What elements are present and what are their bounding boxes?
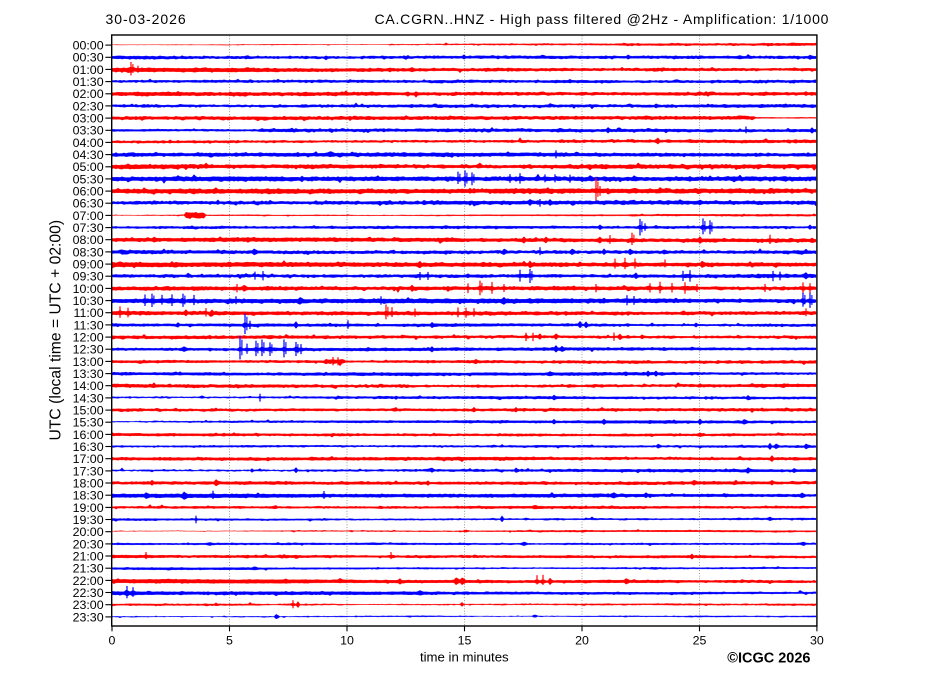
svg-text:CA.CGRN..HNZ - High pass filte: CA.CGRN..HNZ - High pass filtered @2Hz -… [375,11,830,27]
svg-text:12:30: 12:30 [73,343,104,357]
svg-text:23:00: 23:00 [73,598,104,612]
svg-text:10:00: 10:00 [73,282,104,296]
svg-text:20:30: 20:30 [73,537,104,551]
svg-text:11:30: 11:30 [74,318,104,332]
svg-text:04:00: 04:00 [73,136,104,150]
svg-text:13:00: 13:00 [73,355,104,369]
svg-text:30-03-2026: 30-03-2026 [106,11,187,27]
svg-text:00:30: 00:30 [73,51,104,65]
svg-text:22:00: 22:00 [73,574,104,588]
svg-text:time in minutes: time in minutes [420,649,509,664]
svg-text:25: 25 [693,634,707,648]
svg-text:18:00: 18:00 [73,476,104,490]
svg-text:02:30: 02:30 [73,99,104,113]
svg-text:04:30: 04:30 [73,148,104,162]
svg-text:16:00: 16:00 [73,428,104,442]
svg-text:07:00: 07:00 [73,209,104,223]
svg-text:5: 5 [226,634,233,648]
svg-text:21:00: 21:00 [73,549,104,563]
svg-text:17:00: 17:00 [73,452,104,466]
svg-text:11:00: 11:00 [74,306,104,320]
svg-text:21:30: 21:30 [73,562,104,576]
svg-text:06:30: 06:30 [73,197,104,211]
svg-text:09:30: 09:30 [73,270,104,284]
svg-text:05:30: 05:30 [73,172,104,186]
svg-text:08:00: 08:00 [73,233,104,247]
svg-text:14:30: 14:30 [73,391,104,405]
svg-text:19:30: 19:30 [73,513,104,527]
svg-text:07:30: 07:30 [73,221,104,235]
svg-text:23:30: 23:30 [73,610,104,624]
svg-text:15:30: 15:30 [73,416,104,430]
svg-text:08:30: 08:30 [73,245,104,259]
svg-text:05:00: 05:00 [73,160,104,174]
svg-text:01:30: 01:30 [73,75,104,89]
svg-text:UTC (local time = UTC + 02:00): UTC (local time = UTC + 02:00) [48,220,65,441]
svg-text:03:00: 03:00 [73,112,104,126]
svg-text:15: 15 [458,634,472,648]
svg-text:06:00: 06:00 [73,185,104,199]
svg-text:16:30: 16:30 [73,440,104,454]
svg-text:19:00: 19:00 [73,501,104,515]
svg-text:15:00: 15:00 [73,403,104,417]
svg-text:12:00: 12:00 [73,331,104,345]
svg-text:20:00: 20:00 [73,525,104,539]
svg-text:13:30: 13:30 [73,367,104,381]
svg-text:14:00: 14:00 [73,379,104,393]
svg-text:00:00: 00:00 [73,39,104,53]
svg-text:17:30: 17:30 [73,464,104,478]
svg-text:02:00: 02:00 [73,87,104,101]
svg-text:09:00: 09:00 [73,258,104,272]
svg-text:10:30: 10:30 [73,294,104,308]
svg-text:22:30: 22:30 [73,586,104,600]
svg-text:20: 20 [575,634,589,648]
svg-text:0: 0 [109,634,116,648]
svg-text:©ICGC 2026: ©ICGC 2026 [727,651,810,667]
svg-text:10: 10 [340,634,354,648]
svg-text:03:30: 03:30 [73,124,104,138]
svg-text:18:30: 18:30 [73,489,104,503]
svg-text:01:00: 01:00 [73,63,104,77]
svg-text:30: 30 [810,634,824,648]
